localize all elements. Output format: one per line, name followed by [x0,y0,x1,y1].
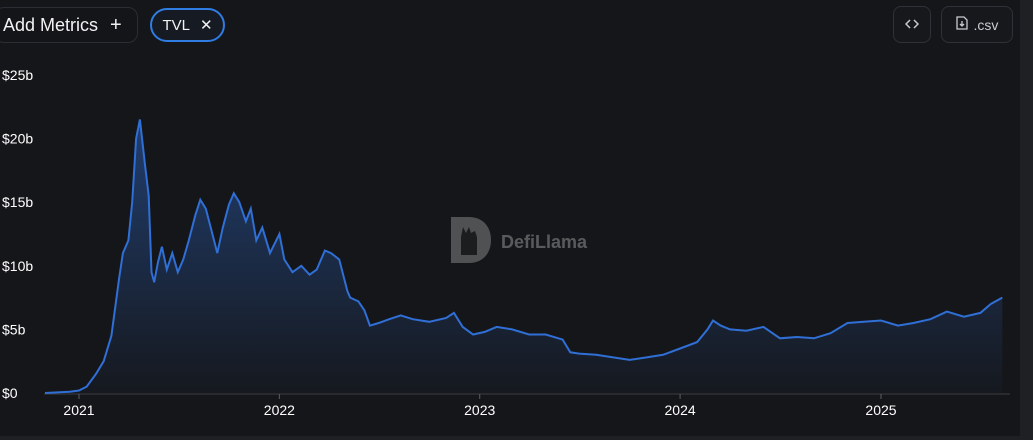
tvl-area-fill [45,119,1003,393]
tvl-chip-label: TVL [162,16,190,34]
code-icon [904,17,920,33]
close-icon[interactable]: ✕ [199,16,213,34]
download-file-icon [955,16,968,33]
tvl-metric-chip[interactable]: TVL ✕ [150,8,225,42]
watermark-text: DefiLlama [501,232,588,252]
x-axis: 2021 2022 2023 2024 2025 [44,393,1010,418]
download-csv-button[interactable]: .csv [941,6,1013,43]
add-metrics-button[interactable]: Add Metrics + [0,7,138,43]
panel-bottom-edge [0,436,1033,440]
plus-icon: + [110,14,122,36]
x-tick-label: 2022 [264,402,295,418]
x-tick-label: 2025 [865,402,896,418]
csv-label: .csv [973,16,999,33]
llama-logo-icon [447,215,493,270]
x-tick-label: 2024 [665,402,696,418]
x-tick-label: 2023 [464,402,495,418]
add-metrics-label: Add Metrics [3,14,99,35]
y-tick-label: $0 [2,385,18,401]
y-tick-label: $10b [2,258,33,274]
defillama-watermark: DefiLlama [447,215,587,270]
panel-edge [1020,0,1033,440]
y-tick-label: $20b [2,131,33,147]
embed-button[interactable] [893,6,931,43]
y-axis: $0 $5b $10b $15b $20b $25b [2,67,33,401]
x-tick-label: 2021 [63,402,94,418]
y-tick-label: $25b [2,67,33,83]
y-tick-label: $15b [2,194,33,210]
y-tick-label: $5b [2,321,26,337]
tvl-series-line [44,119,1003,394]
